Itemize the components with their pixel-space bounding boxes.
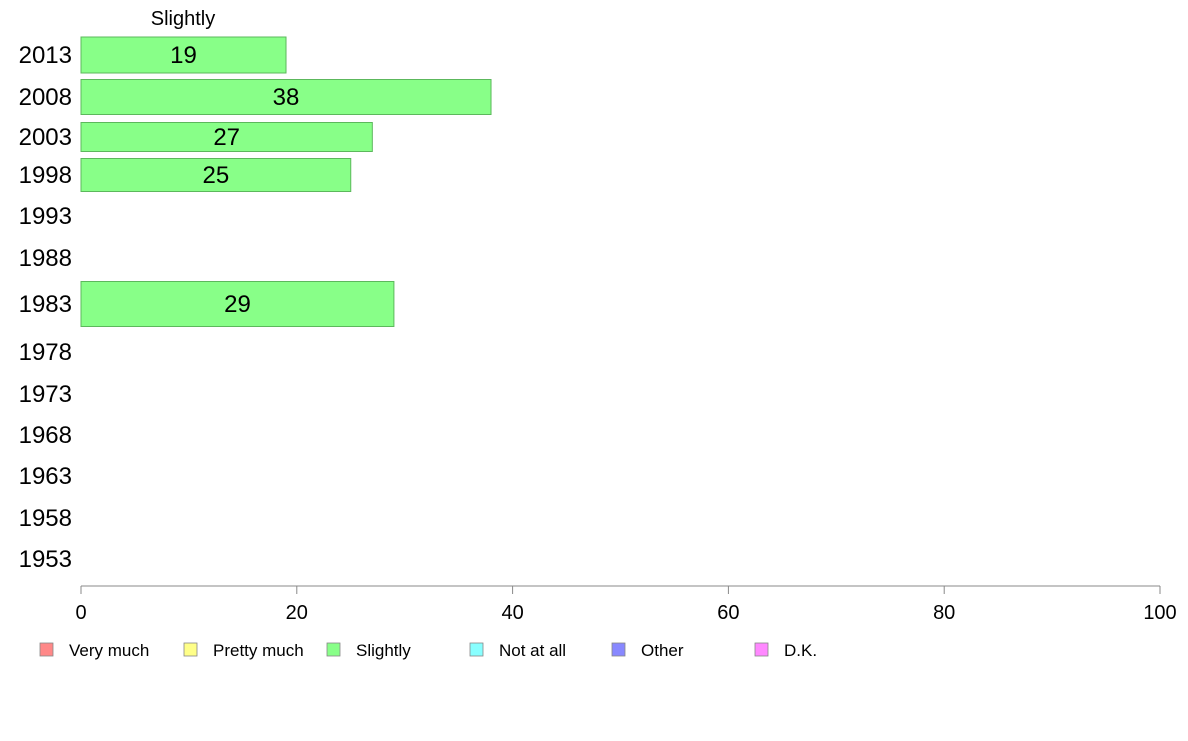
year-label-1988: 1988 (19, 245, 72, 272)
year-label-1953: 1953 (19, 546, 72, 573)
value-label-2008: 38 (273, 84, 300, 111)
legend-swatch-not-at-all (469, 642, 484, 657)
legend-swatch-slightly (326, 642, 341, 657)
legend-label-pretty-much: Pretty much (213, 641, 304, 660)
legend-label-slightly: Slightly (356, 641, 411, 660)
x-tick-label-60: 60 (717, 602, 739, 624)
x-tick-label-20: 20 (286, 602, 308, 624)
bar-1983 (80, 281, 395, 327)
year-label-1983: 1983 (19, 291, 72, 318)
x-tick-label-40: 40 (501, 602, 523, 624)
year-label-1973: 1973 (19, 381, 72, 408)
value-label-2013: 19 (170, 42, 197, 69)
chart-rows: 2013 19 2008 38 2003 27 1998 25 1993 1988 1983 29 19… (19, 36, 492, 573)
value-label-1983: 29 (224, 291, 251, 318)
series-title: Slightly (151, 8, 215, 30)
legend-label-not-at-all: Not at all (499, 641, 566, 660)
legend-swatch-very-much (39, 642, 54, 657)
year-label-1963: 1963 (19, 463, 72, 490)
year-label-2008: 2008 (19, 84, 72, 111)
year-label-1993: 1993 (19, 203, 72, 230)
x-tick-label-100: 100 (1143, 602, 1176, 624)
x-tick-label-80: 80 (933, 602, 955, 624)
legend-swatch-pretty-much (183, 642, 198, 657)
bar-2008 (80, 79, 492, 115)
year-label-2013: 2013 (19, 42, 72, 69)
value-label-2003: 27 (213, 124, 240, 151)
year-label-1998: 1998 (19, 162, 72, 189)
bar-1998 (80, 158, 352, 192)
year-label-1978: 1978 (19, 339, 72, 366)
value-label-1998: 25 (203, 162, 230, 189)
year-label-1968: 1968 (19, 422, 72, 449)
legend-swatch-d-k- (754, 642, 769, 657)
legend: Very much Pretty much Slightly Not at all Ot… (39, 641, 817, 660)
year-label-1958: 1958 (19, 505, 72, 532)
x-axis: 0 20 40 60 80 100 (75, 585, 1177, 624)
legend-swatch-other (611, 642, 626, 657)
bar-2013 (80, 36, 287, 74)
year-label-2003: 2003 (19, 124, 72, 151)
legend-label-d-k-: D.K. (784, 641, 817, 660)
legend-label-very-much: Very much (69, 641, 149, 660)
bar-2003 (80, 122, 373, 152)
legend-label-other: Other (641, 641, 684, 660)
x-tick-label-0: 0 (75, 602, 86, 624)
